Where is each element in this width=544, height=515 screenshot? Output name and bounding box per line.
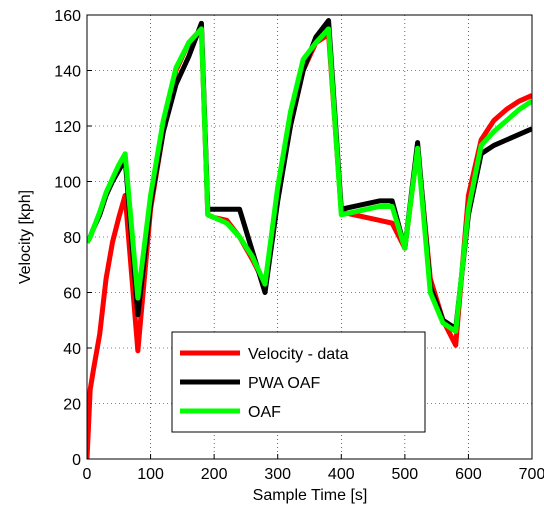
x-tick-label: 200 — [201, 466, 228, 483]
legend-label: PWA OAF — [248, 375, 321, 392]
x-tick-label: 600 — [455, 466, 482, 483]
x-axis-label: Sample Time [s] — [253, 487, 368, 504]
x-tick-label: 500 — [392, 466, 419, 483]
y-tick-label: 100 — [54, 175, 81, 192]
y-tick-label: 0 — [72, 452, 81, 469]
plot-border — [86, 14, 533, 460]
x-tick-label: 700 — [519, 466, 544, 483]
y-tick-label: 160 — [54, 8, 81, 25]
y-tick-label: 20 — [63, 397, 81, 414]
x-tick-label: 400 — [328, 466, 355, 483]
x-tick-label: 0 — [83, 466, 92, 483]
legend-label: OAF — [248, 404, 281, 421]
y-tick-label: 140 — [54, 64, 81, 81]
legend-label: Velocity - data — [248, 346, 349, 363]
y-tick-label: 120 — [54, 119, 81, 136]
x-tick-label: 300 — [264, 466, 291, 483]
y-tick-label: 40 — [63, 341, 81, 358]
y-axis-label: Velocity [kph] — [17, 190, 34, 284]
y-tick-label: 80 — [63, 230, 81, 247]
y-tick-label: 60 — [63, 286, 81, 303]
x-tick-label: 100 — [137, 466, 164, 483]
series-line — [87, 26, 532, 334]
